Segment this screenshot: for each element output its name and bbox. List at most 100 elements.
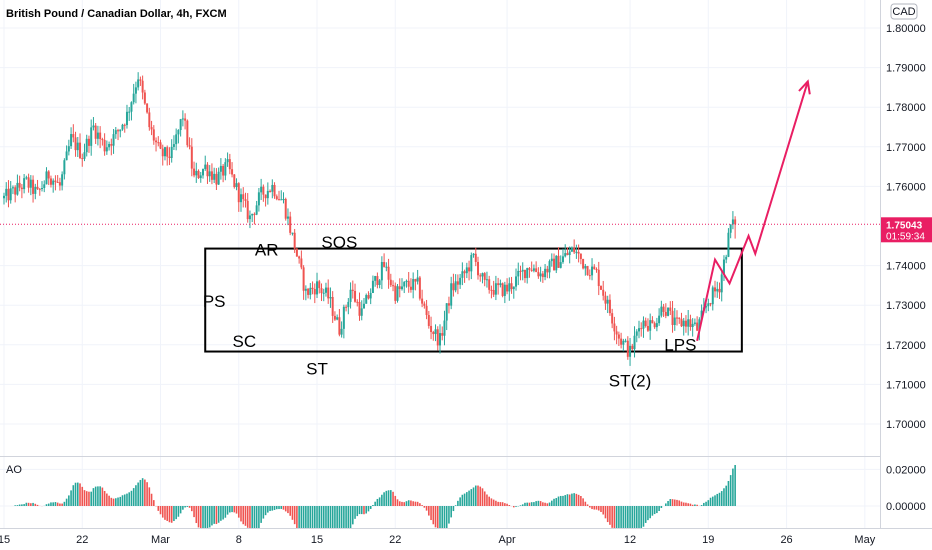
candle-body <box>606 299 609 304</box>
candle-body <box>631 345 634 350</box>
candle-body <box>11 187 14 189</box>
wyckoff-label: AR <box>255 241 279 260</box>
currency-label: CAD <box>892 6 915 18</box>
candle-body <box>206 164 209 177</box>
candle-body <box>660 306 663 316</box>
candle-body <box>217 171 220 185</box>
time-tick-label: 12 <box>624 534 636 546</box>
candle-body <box>316 281 319 295</box>
candle-body <box>624 340 627 342</box>
ao-tick-label: 0.00000 <box>886 501 926 513</box>
candle-body <box>512 286 515 290</box>
candle-body <box>716 288 719 292</box>
candle-body <box>564 253 567 257</box>
candle-body <box>271 184 274 192</box>
candle-body <box>662 306 665 312</box>
candle-body <box>369 292 372 299</box>
candle-body <box>81 158 84 160</box>
candle-body <box>678 317 681 319</box>
candle-body <box>67 146 70 152</box>
candle-body <box>54 180 57 182</box>
candle-body <box>255 205 258 215</box>
candle-body <box>90 127 93 146</box>
candle-body <box>83 152 86 159</box>
time-tick-label: Apr <box>499 534 516 546</box>
candle-body <box>282 198 285 200</box>
time-tick-label: Mar <box>151 534 170 546</box>
candle-body <box>644 320 647 327</box>
candle-body <box>228 159 231 170</box>
candle-body <box>517 270 520 277</box>
candle-body <box>260 186 263 193</box>
wyckoff-label: PS <box>203 292 226 311</box>
candle-body <box>79 142 82 159</box>
candle-body <box>92 125 95 128</box>
candle-body <box>693 322 696 324</box>
candle-body <box>463 271 466 274</box>
candle-body <box>622 340 625 345</box>
candle-body <box>483 273 486 280</box>
candle-body <box>432 332 435 335</box>
candle-body <box>492 290 495 295</box>
candle-body <box>63 160 66 175</box>
candle-body <box>286 216 289 219</box>
candle-body <box>479 275 482 277</box>
candle-body <box>331 297 334 316</box>
candle-body <box>235 183 238 188</box>
candle-body <box>177 130 180 135</box>
candle-body <box>523 269 526 279</box>
candle-body <box>575 251 578 253</box>
candle-body <box>190 146 193 169</box>
candle-body <box>351 289 354 291</box>
time-tick-label: 22 <box>76 534 88 546</box>
candle-body <box>696 322 699 331</box>
candle-body <box>722 259 725 275</box>
candle-body <box>680 318 683 327</box>
candle-body <box>240 194 243 203</box>
candle-body <box>273 184 276 197</box>
candle-body <box>313 288 316 295</box>
candle-body <box>392 285 395 287</box>
candle-body <box>291 232 294 234</box>
candle-body <box>47 171 50 179</box>
candle-body <box>29 179 32 188</box>
candle-body <box>541 273 544 278</box>
candle-body <box>146 103 149 113</box>
candle-body <box>528 268 531 270</box>
candle-body <box>553 258 556 271</box>
candle-body <box>179 119 182 131</box>
wyckoff-label: SC <box>233 332 257 351</box>
candle-body <box>595 269 598 271</box>
candle-body <box>121 124 124 130</box>
candle-body <box>166 147 169 157</box>
candle-body <box>322 292 325 294</box>
candle-body <box>307 288 310 295</box>
candle-body <box>152 129 155 141</box>
candle-body <box>591 266 594 276</box>
projection-arrowhead <box>798 79 811 95</box>
candle-body <box>175 134 178 145</box>
candle-body <box>378 280 381 285</box>
candle-body <box>485 279 488 281</box>
candle-body <box>18 182 21 188</box>
projection-layer <box>696 79 811 342</box>
candle-body <box>468 267 471 272</box>
candle-body <box>544 268 547 278</box>
candle-body <box>617 334 620 339</box>
candle-body <box>412 279 415 290</box>
candle-body <box>637 328 640 332</box>
candle-body <box>309 287 312 295</box>
candle-body <box>163 147 166 157</box>
candle-body <box>539 273 542 277</box>
candle-body <box>389 279 392 286</box>
candle-body <box>367 295 370 299</box>
candle-body <box>70 134 73 147</box>
candle-body <box>278 199 281 201</box>
candle-body <box>161 148 164 157</box>
candle-body <box>356 301 359 303</box>
candle-body <box>394 285 397 301</box>
candle-body <box>387 266 390 280</box>
candle-body <box>318 281 321 289</box>
